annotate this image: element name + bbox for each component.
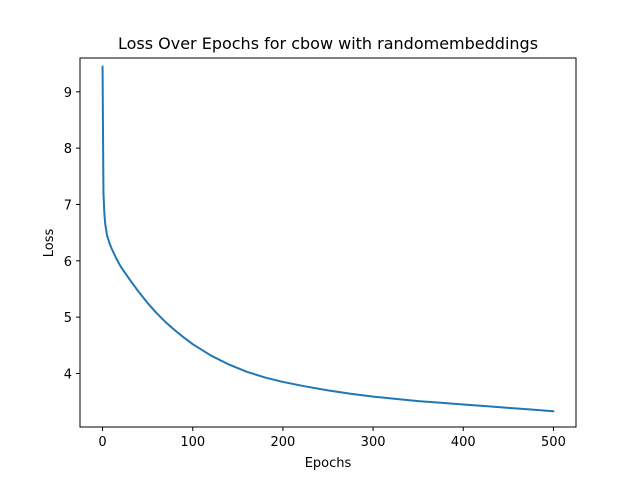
x-tick-label: 200	[270, 435, 295, 450]
y-tick-label: 7	[64, 198, 72, 213]
x-axis: 0 100 200 300 400 500	[98, 427, 566, 450]
series-layer	[101, 65, 555, 413]
series-line-loss	[101, 65, 555, 413]
x-axis-label: Epochs	[305, 456, 352, 471]
x-tick-label: 500	[541, 435, 566, 450]
y-tick-label: 4	[64, 367, 72, 382]
y-tick-label: 5	[64, 311, 72, 326]
y-axis-label: Loss	[42, 229, 57, 258]
x-tick-label: 300	[361, 435, 386, 450]
y-tick-label: 6	[64, 255, 72, 270]
y-tick-label: 8	[64, 142, 72, 157]
x-tick-label: 100	[180, 435, 205, 450]
plot-frame	[79, 57, 577, 428]
x-tick-label: 400	[451, 435, 476, 450]
chart-title: Loss Over Epochs for cbow with randomemb…	[118, 34, 538, 53]
y-axis: 4 5 6 7 8 9	[64, 86, 80, 382]
y-tick-label: 9	[64, 86, 72, 101]
x-tick-label: 0	[98, 435, 106, 450]
